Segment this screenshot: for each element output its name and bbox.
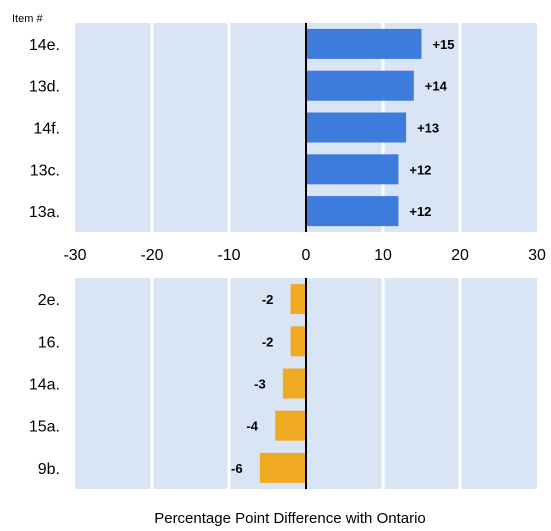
x-tick-label: 10 <box>374 247 392 264</box>
category-label: 13d. <box>29 79 60 96</box>
x-tick-label: 20 <box>451 247 469 264</box>
value-label: -6 <box>231 461 243 476</box>
bar-13d <box>306 70 414 101</box>
value-label: +12 <box>409 162 431 177</box>
bar-14f <box>306 112 407 143</box>
value-label: -2 <box>262 334 274 349</box>
bar-14e <box>306 28 422 59</box>
bottom-panel-bars: -2 -2 -3 -4 -6 <box>231 284 306 483</box>
x-axis-label: Percentage Point Difference with Ontario <box>154 510 426 527</box>
value-label: -4 <box>246 419 258 434</box>
category-label: 13a. <box>29 204 60 221</box>
value-label: -3 <box>254 377 266 392</box>
bar-2e <box>290 284 306 315</box>
x-tick-label: 0 <box>302 247 311 264</box>
category-label: 15a. <box>29 419 60 436</box>
x-axis-tick-labels: -30 -20 -10 0 10 20 30 <box>63 247 546 264</box>
category-label: 16. <box>38 334 60 351</box>
category-label: 9b. <box>38 461 60 478</box>
value-label: +12 <box>409 204 431 219</box>
value-label: +13 <box>417 121 439 136</box>
item-number-header: Item # <box>12 13 43 25</box>
bar-15a <box>275 410 306 441</box>
x-tick-label: -20 <box>140 247 163 264</box>
top-panel-category-labels: 14e. 13d. 14f. 13c. 13a. <box>29 37 60 221</box>
top-panel-bars: +15 +14 +13 +12 +12 <box>306 28 455 227</box>
x-tick-label: -10 <box>217 247 240 264</box>
category-label: 2e. <box>38 292 60 309</box>
category-label: 14a. <box>29 377 60 394</box>
value-label: +15 <box>432 37 454 52</box>
bar-13a <box>306 196 399 227</box>
bar-16 <box>290 326 306 357</box>
category-label: 13c. <box>30 162 60 179</box>
category-label: 14e. <box>29 37 60 54</box>
category-label: 14f. <box>33 121 60 138</box>
value-label: +14 <box>425 79 448 94</box>
bar-9b <box>259 452 306 483</box>
bottom-panel-category-labels: 2e. 16. 14a. 15a. 9b. <box>29 292 60 478</box>
value-label: -2 <box>262 292 274 307</box>
bar-14a <box>282 368 306 399</box>
x-tick-label: 30 <box>528 247 546 264</box>
x-tick-label: -30 <box>63 247 86 264</box>
bottom-panel-gridlines <box>150 278 462 489</box>
bar-13c <box>306 154 399 185</box>
